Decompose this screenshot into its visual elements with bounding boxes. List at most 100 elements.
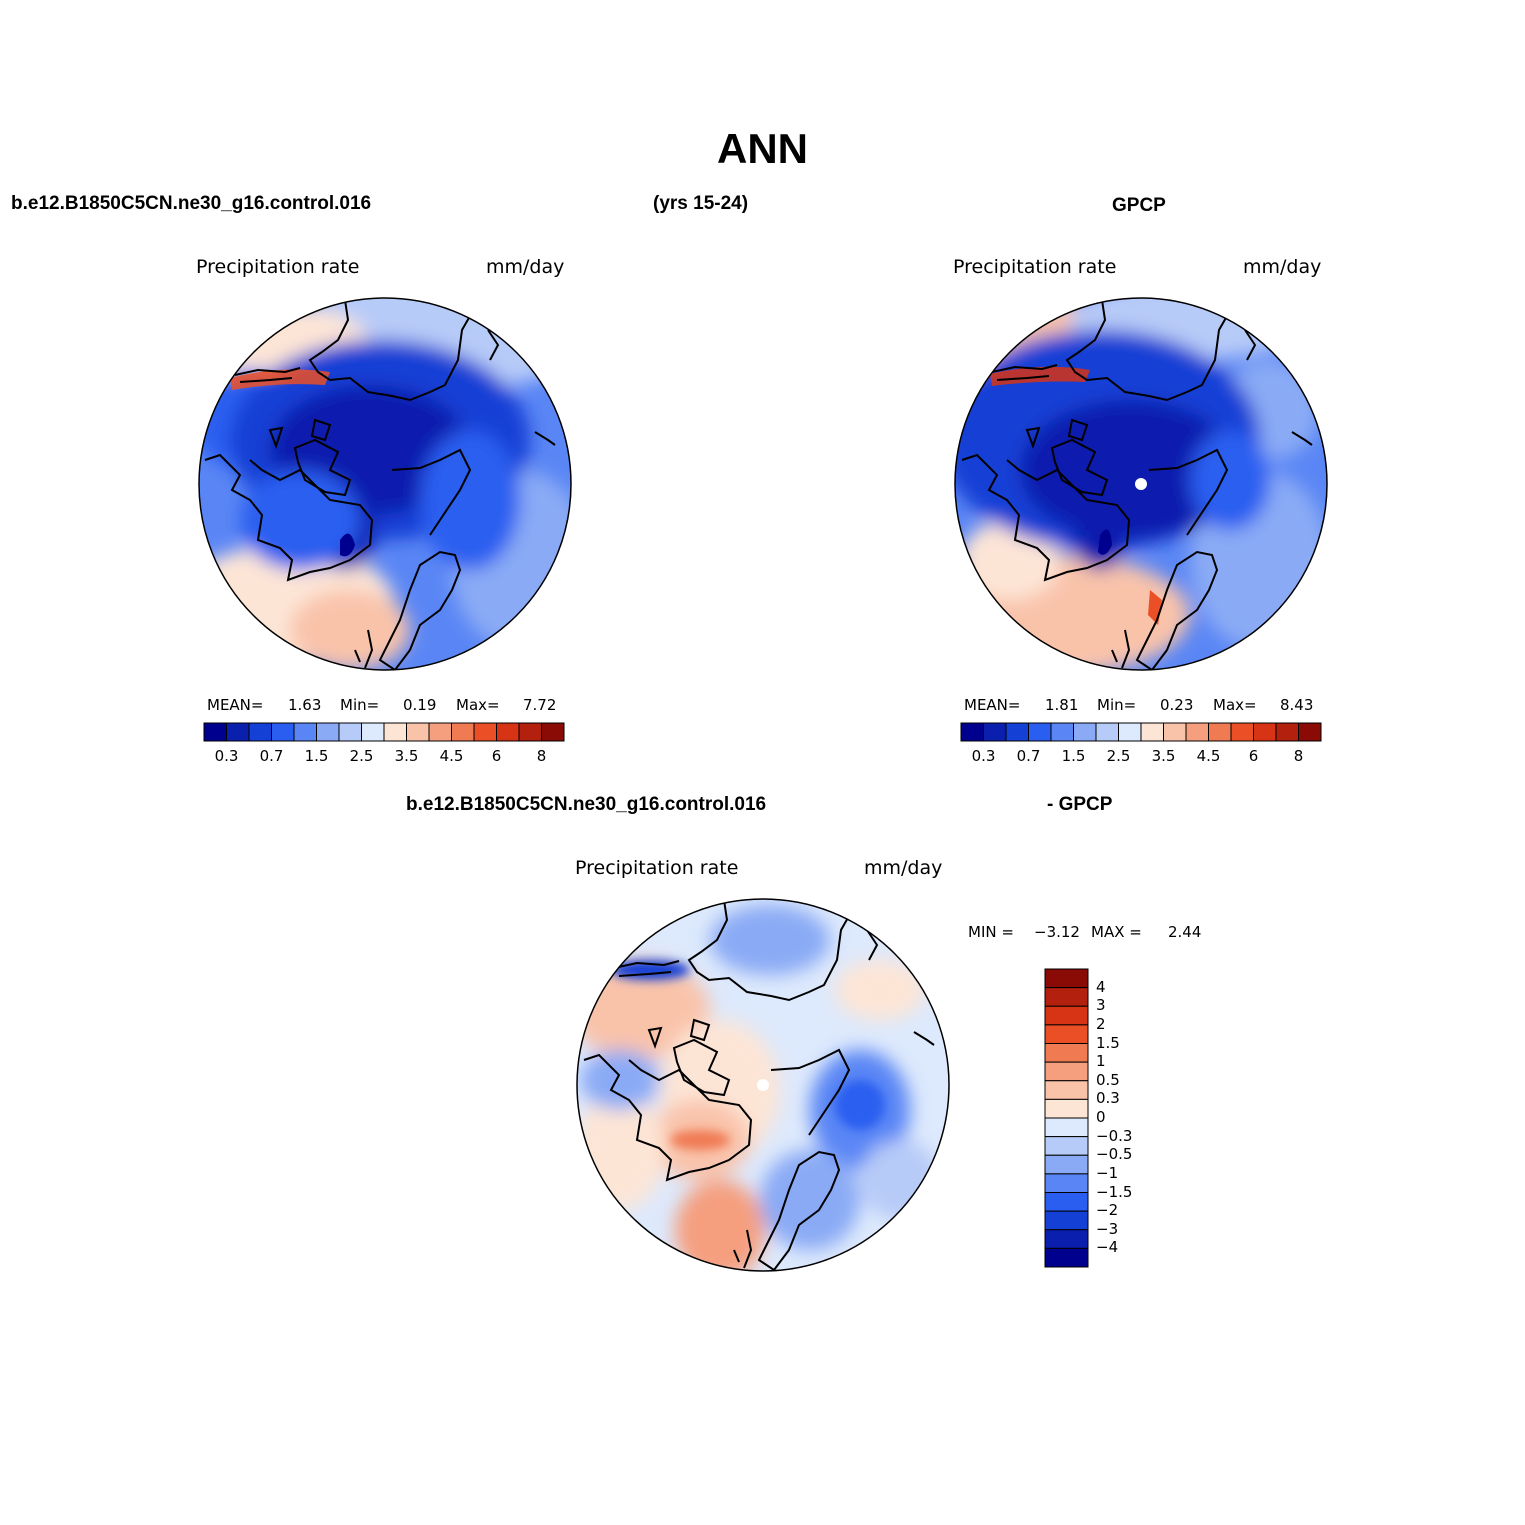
model-colorbar-cell xyxy=(316,722,340,742)
model-colorbar-tick-label: 8 xyxy=(536,747,547,765)
obs-colorbar-cell xyxy=(1073,722,1097,742)
obs-mean-label: MEAN= xyxy=(964,696,1021,714)
model-colorbar-tick-label: 6 xyxy=(491,747,502,765)
model-colorbar-tick-label: 3.5 xyxy=(394,747,419,765)
obs-colorbar-tick-label: 0.3 xyxy=(971,747,996,765)
model-colorbar-cell xyxy=(293,722,317,742)
diff-colorbar-cell xyxy=(1044,1247,1089,1268)
diff-colorbar-cell xyxy=(1044,987,1089,1007)
model-colorbar-cell xyxy=(248,722,272,742)
diff-colorbar-cell xyxy=(1044,1117,1089,1138)
obs-colorbar-cell xyxy=(1005,722,1029,742)
model-min-value: 0.19 xyxy=(403,696,437,714)
diff-colorbar-tick-label: 1.5 xyxy=(1096,1033,1120,1052)
diff-colorbar xyxy=(1044,968,1089,1268)
model-colorbar-tick-label: 1.5 xyxy=(304,747,329,765)
diff-colorbar-cell xyxy=(1044,1043,1089,1063)
obs-units-label: mm/day xyxy=(1243,256,1322,278)
obs-polar-map xyxy=(954,297,1328,671)
diff-colorbar-cell xyxy=(1044,1229,1089,1249)
model-colorbar-cell xyxy=(361,722,385,742)
model-colorbar-cell xyxy=(406,722,430,742)
model-mean-label: MEAN= xyxy=(207,696,264,714)
diff-colorbar-tick-label: −2 xyxy=(1096,1201,1119,1220)
obs-colorbar-cell xyxy=(1185,722,1209,742)
model-units-label: mm/day xyxy=(486,256,565,278)
model-colorbar-cell xyxy=(518,722,542,742)
model-colorbar-cell xyxy=(338,722,362,742)
obs-colorbar-tick-label: 6 xyxy=(1248,747,1259,765)
diff-colorbar-cell xyxy=(1044,1061,1089,1082)
obs-colorbar-tick-label: 2.5 xyxy=(1106,747,1131,765)
diff-max-label: MAX = xyxy=(1091,923,1142,941)
diff-colorbar-cell xyxy=(1044,1173,1089,1193)
obs-colorbar-cell xyxy=(960,722,984,742)
obs-colorbar-cell xyxy=(1095,722,1119,742)
model-colorbar-cell xyxy=(428,722,452,742)
obs-colorbar-tick-label: 1.5 xyxy=(1061,747,1086,765)
diff-colorbar-cell xyxy=(1044,1154,1089,1175)
obs-colorbar-cell xyxy=(1118,722,1142,742)
diff-variable-label: Precipitation rate xyxy=(575,857,739,879)
model-colorbar-cell xyxy=(271,722,295,742)
diff-colorbar-tick-label: −1 xyxy=(1096,1163,1119,1182)
diff-colorbar-tick-label: 0.3 xyxy=(1096,1089,1120,1108)
diff-colorbar-cell xyxy=(1044,1098,1089,1119)
obs-max-label: Max= xyxy=(1213,696,1257,714)
model-colorbar xyxy=(203,722,565,742)
diff-colorbar-tick-label: 3 xyxy=(1096,996,1106,1015)
obs-max-value: 8.43 xyxy=(1280,696,1314,714)
diff-colorbar-tick-label: −3 xyxy=(1096,1219,1119,1238)
obs-colorbar-cell xyxy=(1230,722,1254,742)
obs-min-value: 0.23 xyxy=(1160,696,1194,714)
diff-colorbar-tick-label: −1.5 xyxy=(1096,1182,1133,1201)
model-variable-label: Precipitation rate xyxy=(196,256,360,278)
model-min-label: Min= xyxy=(340,696,380,714)
obs-colorbar-cell xyxy=(1253,722,1277,742)
model-colorbar-cell xyxy=(496,722,520,742)
diff-min-label: MIN = xyxy=(968,923,1014,941)
model-colorbar-tick-label: 0.7 xyxy=(259,747,284,765)
obs-colorbar-cell xyxy=(1050,722,1074,742)
model-colorbar-cell xyxy=(226,722,250,742)
diff-units-label: mm/day xyxy=(864,857,943,879)
diff-colorbar-cell xyxy=(1044,1024,1089,1044)
obs-colorbar-cell xyxy=(983,722,1007,742)
diff-colorbar-tick-label: 4 xyxy=(1096,977,1106,996)
diff-polar-map xyxy=(576,898,950,1272)
model-colorbar-tick-label: 4.5 xyxy=(439,747,464,765)
obs-colorbar-tick-label: 4.5 xyxy=(1196,747,1221,765)
obs-colorbar-cell xyxy=(1298,722,1322,742)
diff-colorbar-cell xyxy=(1044,1136,1089,1156)
diff-colorbar-tick-label: −0.3 xyxy=(1096,1126,1133,1145)
obs-variable-label: Precipitation rate xyxy=(953,256,1117,278)
obs-colorbar-tick-label: 8 xyxy=(1293,747,1304,765)
diff-colorbar-cell xyxy=(1044,1192,1089,1212)
model-colorbar-tick-label: 0.3 xyxy=(214,747,239,765)
diff-colorbar-tick-label: 1 xyxy=(1096,1052,1106,1071)
obs-colorbar-cell xyxy=(1028,722,1052,742)
model-colorbar-cell xyxy=(541,722,565,742)
model-colorbar-cell xyxy=(383,722,407,742)
obs-colorbar-tick-label: 3.5 xyxy=(1151,747,1176,765)
diff-colorbar-tick-label: −4 xyxy=(1096,1238,1119,1257)
obs-name-label: GPCP xyxy=(1112,195,1166,216)
model-polar-map xyxy=(198,297,572,671)
obs-colorbar-cell xyxy=(1275,722,1299,742)
model-max-value: 7.72 xyxy=(523,696,557,714)
model-max-label: Max= xyxy=(456,696,500,714)
diff-colorbar-cell xyxy=(1044,1080,1089,1100)
diff-colorbar-cell xyxy=(1044,968,1089,989)
obs-colorbar xyxy=(960,722,1322,742)
obs-colorbar-cell xyxy=(1208,722,1232,742)
model-colorbar-cell xyxy=(203,722,227,742)
obs-colorbar-cell xyxy=(1140,722,1164,742)
diff-colorbar-cell xyxy=(1044,1005,1089,1026)
diff-title-left: b.e12.B1850C5CN.ne30_g16.control.016 xyxy=(406,794,767,815)
diff-colorbar-tick-label: 0 xyxy=(1096,1108,1106,1126)
years-label: (yrs 15-24) xyxy=(653,193,749,214)
model-colorbar-cell xyxy=(451,722,475,742)
diff-colorbar-tick-label: −0.5 xyxy=(1096,1145,1133,1164)
pole-hole-marker xyxy=(757,1079,769,1091)
